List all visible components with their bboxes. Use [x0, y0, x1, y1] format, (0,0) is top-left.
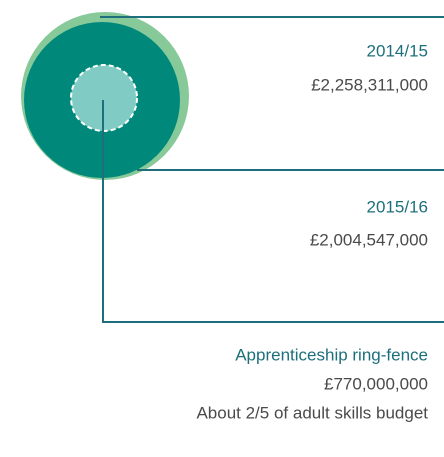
label: Apprenticeship ring-fence	[235, 345, 428, 364]
note: About 2/5 of adult skills budget	[196, 403, 428, 422]
value: £770,000,000	[324, 374, 428, 393]
value: £2,258,311,000	[311, 75, 428, 94]
label: 2014/15	[367, 41, 428, 60]
label: 2015/16	[367, 197, 428, 216]
leader-line	[102, 100, 444, 323]
value: £2,004,547,000	[310, 230, 428, 249]
